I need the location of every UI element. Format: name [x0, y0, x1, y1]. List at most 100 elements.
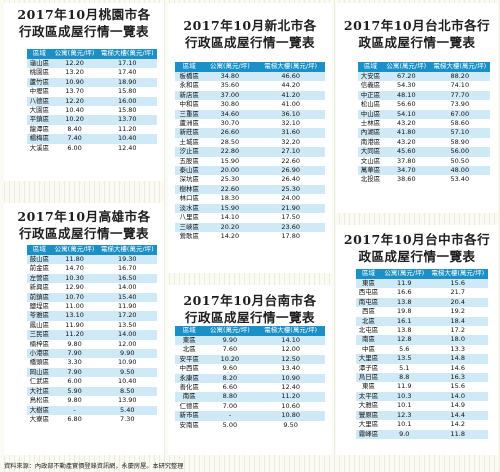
table-row: 林口區 18.30 24.00	[175, 194, 325, 204]
table-row: 東區 9.90 14.10	[175, 336, 325, 346]
title-line-1: 2017年10月台南市各	[183, 293, 317, 308]
table-row: 文山區 37.80 50.50	[358, 156, 490, 167]
title-line-1: 2017年10月桃園市各	[17, 7, 151, 22]
apartment-price-cell: 7.60	[203, 345, 257, 355]
apartment-price-cell: 3.30	[51, 358, 98, 368]
table-row: 太平區 10.3 14.0	[356, 391, 488, 402]
table-header-row: 區域 公寓(萬元/坪) 電梯大樓(萬元/坪)	[27, 49, 157, 59]
elevator-price-cell: 11.20	[97, 124, 157, 135]
column-header-elevator: 電梯大樓(萬元/坪)	[256, 326, 325, 336]
table-row: 中區 5.6 13.3	[356, 344, 488, 355]
apartment-price-cell: 26.60	[203, 128, 257, 138]
table-row: 中正區 48.10 77.70	[358, 90, 490, 101]
elevator-price-cell: 16.70	[97, 264, 157, 274]
district-cell: 蘆洲區	[175, 119, 204, 129]
elevator-price-cell: 88.20	[429, 72, 490, 82]
table-row: 龜山區 12.20 17.10	[27, 59, 157, 69]
table-row: 大樹區 -5.40	[27, 405, 157, 415]
elevator-price-cell: 18.4	[427, 316, 488, 327]
district-cell: 太平區	[356, 391, 381, 402]
district-cell: 淡水區	[175, 203, 204, 214]
district-cell: 林口區	[175, 194, 204, 204]
title-line-2: 政區成屋行情一覽表	[358, 35, 476, 50]
panel-title: 2017年10月新北市各 行政區成屋行情一覽表	[168, 17, 332, 51]
apartment-price-cell: 38.60	[383, 175, 430, 185]
table-row: 仁武區 6.00 10.40	[27, 377, 157, 387]
district-cell: 土城區	[175, 137, 204, 148]
elevator-price-cell: 36.10	[256, 109, 325, 120]
district-cell: 八德區	[27, 96, 52, 107]
elevator-price-cell: 14.0	[427, 391, 488, 402]
apartment-price-cell: -	[203, 411, 257, 421]
table-row: 西屯區 16.6 21.7	[356, 288, 488, 298]
table-row: 新市區 -10.80	[175, 411, 325, 421]
table-row: 豐原區 12.3 14.4	[356, 410, 488, 421]
apartment-price-cell: 41.80	[383, 128, 430, 138]
elevator-price-cell: 20.4	[427, 297, 488, 308]
apartment-price-cell: 15.90	[203, 156, 257, 167]
district-cell: 小港區	[27, 349, 52, 359]
district-cell: 南區	[356, 335, 381, 345]
column-header-apartment: 公寓(萬元/坪)	[381, 269, 428, 279]
apartment-price-cell: 14.20	[203, 231, 257, 242]
district-cell: 新市區	[175, 411, 204, 421]
district-cell: 西屯區	[356, 288, 381, 298]
table-row: 松山區 56.60 73.90	[358, 100, 490, 110]
apartment-price-cell: 5.90	[51, 386, 98, 397]
district-cell: 北投區	[358, 175, 383, 185]
table-header-row: 區域 公寓(萬元/坪) 電梯大樓(萬元/坪)	[175, 326, 325, 336]
apartment-price-cell: -	[51, 405, 98, 415]
district-cell: 仁德區	[175, 401, 204, 412]
elevator-price-cell: 57.10	[429, 128, 490, 138]
apartment-price-cell: 28.50	[203, 137, 257, 148]
district-cell: 大雅區	[356, 401, 381, 411]
apartment-price-cell: 45.60	[383, 147, 430, 157]
district-cell: 前金區	[27, 264, 52, 274]
district-cell: 永和區	[175, 81, 204, 91]
apartment-price-cell: 37.80	[383, 156, 430, 167]
table-row: 前金區 14.70 16.70	[27, 264, 157, 274]
elevator-price-cell: 12.50	[256, 354, 325, 365]
district-cell: 大安區	[358, 72, 383, 82]
district-cell: 豐原區	[356, 410, 381, 421]
column-header-elevator: 電梯大樓(萬元/坪)	[97, 245, 157, 255]
apartment-price-cell: 13.8	[381, 326, 428, 336]
apartment-price-cell: 9.60	[203, 364, 257, 374]
elevator-price-cell: 11.90	[97, 302, 157, 312]
district-cell: 深坑區	[175, 175, 204, 185]
price-table: 區域 公寓(萬元/坪) 電梯大樓(萬元/坪) 東區 9.90 14.10 北區 7.60 12.…	[175, 326, 325, 431]
district-cell: 鳥松區	[27, 396, 52, 406]
district-cell: 鳳山區	[27, 320, 52, 331]
district-cell: 西區	[356, 307, 381, 317]
district-cell: 大同區	[358, 147, 383, 157]
apartment-price-cell: 14.70	[51, 264, 98, 274]
elevator-price-cell: 31.60	[256, 128, 325, 138]
district-cell: 新店區	[175, 90, 204, 101]
apartment-price-cell: 7.90	[51, 367, 98, 378]
elevator-price-cell: 15.80	[97, 106, 157, 116]
elevator-price-cell: 46.60	[256, 72, 325, 82]
elevator-price-cell: 21.7	[427, 288, 488, 298]
column-header-district: 區域	[175, 62, 204, 72]
table-row: 桃園區 13.20 17.40	[27, 68, 157, 78]
table-row: 鹽埕區 11.00 11.90	[27, 302, 157, 312]
apartment-price-cell: 13.5	[381, 354, 428, 364]
district-cell: 中正區	[358, 90, 383, 101]
table-row: 岡山區 7.90 9.50	[27, 367, 157, 378]
district-cell: 三民區	[27, 330, 52, 340]
district-cell: 烏日區	[356, 373, 381, 383]
column-header-district: 區域	[175, 326, 204, 336]
apartment-price-cell: 67.20	[383, 72, 430, 82]
apartment-price-cell: 43.20	[383, 137, 430, 148]
title-line-2: 行政區成屋行情一覽表	[18, 24, 149, 39]
title-line-2: 行政區成屋行情一覽表	[18, 226, 149, 241]
table-row: 楠梓區 9.80 12.00	[27, 339, 157, 350]
elevator-price-cell: 41.20	[256, 90, 325, 101]
table-row: 大溪區 6.00 12.40	[27, 143, 157, 154]
table-row: 樹林區 22.60 25.30	[175, 184, 325, 195]
district-cell: 桃園區	[27, 68, 52, 78]
table-header-row: 區域 公寓(萬元/坪) 電梯大樓(萬元/坪)	[356, 269, 488, 279]
elevator-price-cell: 10.40	[97, 377, 157, 387]
elevator-price-cell: 17.50	[256, 213, 325, 223]
